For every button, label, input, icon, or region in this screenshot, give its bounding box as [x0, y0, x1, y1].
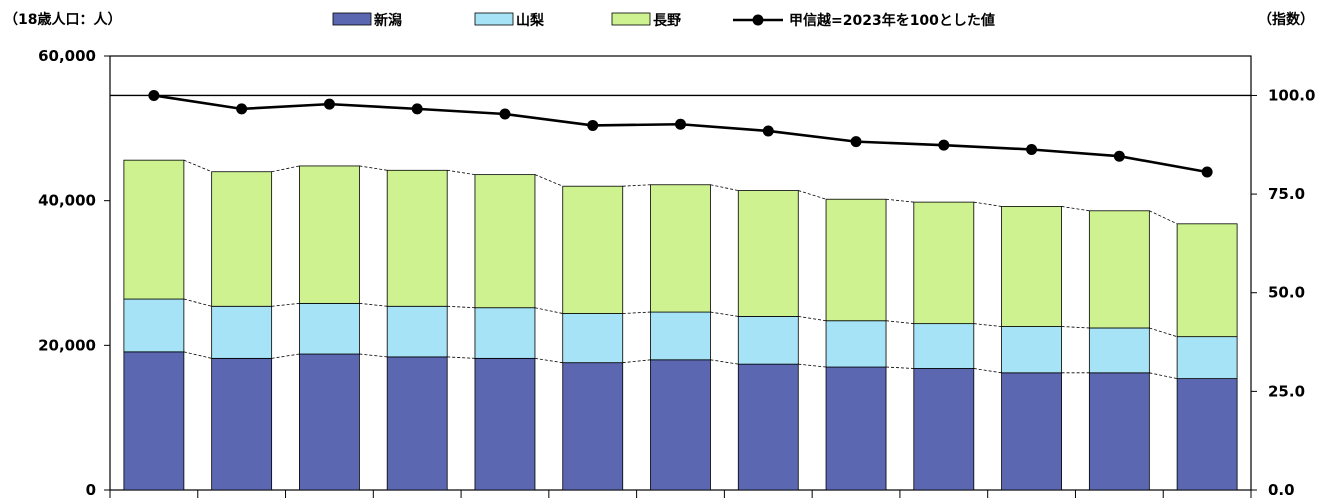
bar-niigata	[650, 359, 711, 491]
legend-label-nagano: 長野	[653, 13, 681, 29]
bar-yamanashi	[825, 320, 887, 368]
bar-yamanashi	[211, 305, 273, 359]
right-tick-label: 75.0	[1268, 185, 1305, 203]
bar-yamanashi	[386, 305, 448, 358]
bar-yamanashi	[650, 311, 711, 361]
index-line-marker	[587, 119, 599, 131]
bar-yamanashi	[123, 298, 185, 353]
connector-line	[1149, 210, 1178, 225]
legend-marker-sample	[752, 14, 764, 26]
legend-label-index: 甲信越=2023年を100とした値	[789, 12, 995, 29]
index-line-marker	[236, 103, 248, 115]
bar-nagano	[650, 184, 711, 313]
legend-label-niigata: 新潟	[374, 12, 402, 29]
bar-series-group	[123, 159, 1238, 491]
right-tick-label: 0.0	[1268, 481, 1295, 499]
bar-niigata	[1176, 378, 1238, 491]
left-axis-ticks: 60,000 40,000 20,000 0	[38, 47, 110, 499]
bar-niigata	[474, 357, 536, 491]
index-line-marker	[1113, 150, 1125, 162]
bar-niigata	[825, 366, 887, 491]
bar-yamanashi	[913, 323, 975, 369]
right-tick-label: 50.0	[1268, 284, 1305, 302]
bar-yamanashi	[562, 313, 624, 364]
index-line-series	[148, 89, 1213, 178]
bar-niigata	[737, 363, 799, 491]
legend: 新潟 山梨 長野 甲信越=2023年を100とした値	[332, 12, 995, 29]
right-tick-label: 25.0	[1268, 382, 1305, 400]
bar-yamanashi	[737, 315, 799, 365]
index-line-marker	[762, 125, 774, 137]
index-line-marker	[1026, 144, 1038, 156]
left-tick-label: 20,000	[38, 336, 96, 354]
bar-nagano	[913, 201, 975, 325]
bar-nagano	[474, 174, 536, 309]
bar-niigata	[913, 368, 975, 491]
bar-niigata	[386, 356, 448, 491]
left-axis-unit-label: （18歳人口：人）	[4, 11, 121, 28]
index-line-marker	[411, 103, 423, 115]
right-axis-unit-label: （指数）	[1258, 11, 1314, 28]
legend-swatch-yamanashi	[474, 12, 514, 26]
bar-niigata	[211, 357, 273, 491]
connector-line	[534, 174, 563, 187]
legend-swatch-niigata	[332, 12, 372, 26]
bar-yamanashi	[1176, 336, 1238, 380]
right-tick-label: 100.0	[1268, 86, 1315, 104]
bar-nagano	[1001, 206, 1062, 327]
connector-line	[183, 159, 212, 173]
left-tick-label: 60,000	[38, 47, 96, 65]
index-line-marker	[938, 139, 950, 151]
bar-nagano	[825, 198, 887, 322]
bar-niigata	[562, 362, 624, 491]
bar-connector-lines	[183, 159, 1178, 379]
legend-label-yamanashi: 山梨	[516, 12, 545, 29]
index-line-marker	[1201, 166, 1213, 178]
bar-nagano	[737, 190, 799, 317]
bar-nagano	[299, 165, 360, 304]
bar-nagano	[1176, 223, 1238, 338]
right-axis-ticks: 100.0 75.0 50.0 25.0 0.0	[1251, 86, 1315, 499]
bar-nagano	[1088, 210, 1150, 329]
bar-nagano	[562, 185, 624, 314]
bar-niigata	[299, 353, 360, 491]
bar-niigata	[1088, 372, 1150, 491]
legend-swatch-nagano	[611, 12, 651, 26]
index-line-marker	[499, 108, 511, 120]
bar-nagano	[211, 171, 273, 307]
x-axis-ticks	[109, 490, 1252, 498]
bar-yamanashi	[1001, 326, 1062, 374]
bar-yamanashi	[474, 307, 536, 359]
bar-niigata	[123, 351, 185, 491]
index-line-marker	[323, 98, 335, 110]
index-line-marker	[675, 118, 686, 130]
bar-yamanashi	[299, 302, 360, 355]
index-line-marker	[148, 89, 160, 101]
left-tick-label: 0	[86, 481, 96, 499]
bar-yamanashi	[1088, 327, 1150, 374]
left-tick-label: 40,000	[38, 192, 96, 210]
index-line-marker	[850, 136, 862, 148]
bar-nagano	[386, 169, 448, 307]
bar-nagano	[123, 159, 185, 300]
bar-niigata	[1001, 372, 1062, 491]
